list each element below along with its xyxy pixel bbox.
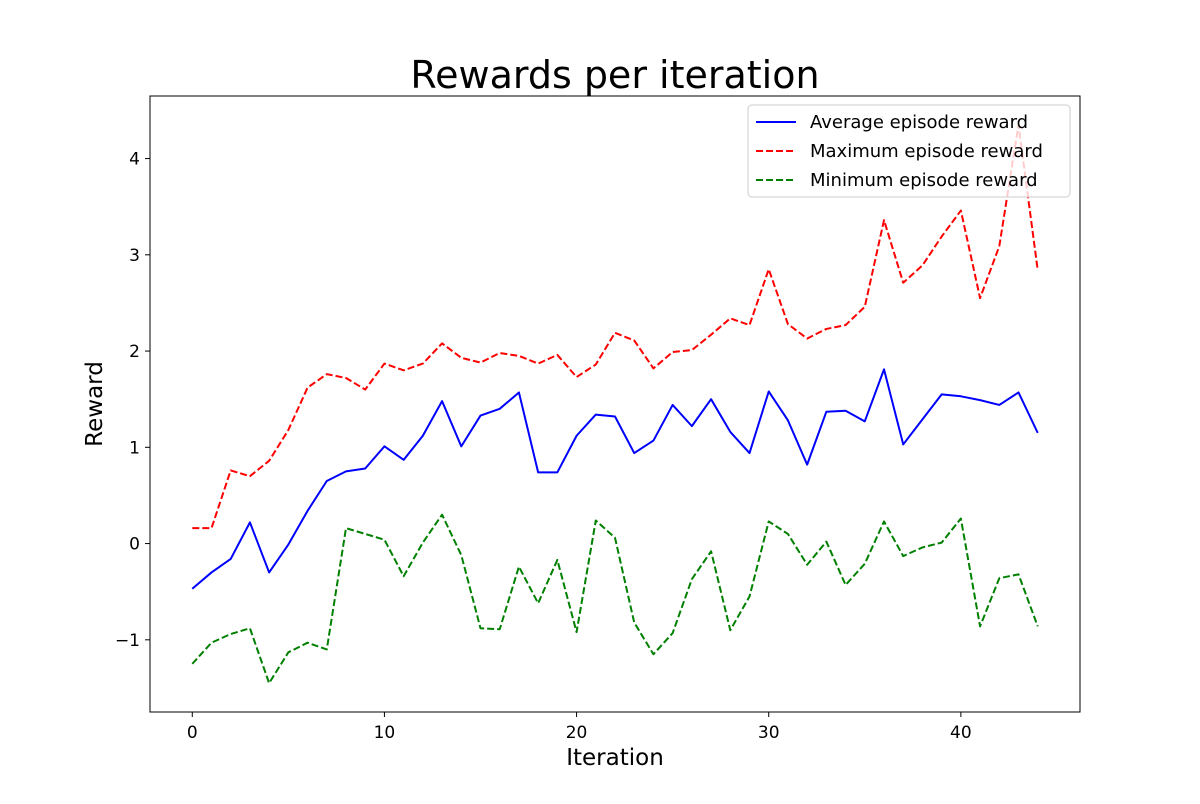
- y-axis-ticks: −1 0 1 2 3 4: [115, 150, 150, 651]
- x-tick-label: 10: [374, 723, 396, 743]
- legend-label-1: Average episode reward: [810, 112, 1028, 133]
- x-tick-label: 0: [187, 723, 198, 743]
- chart-title: Rewards per iteration: [410, 53, 819, 97]
- x-tick-label: 30: [758, 723, 780, 743]
- legend-items: Average episode reward Maximum episode re…: [756, 112, 1043, 191]
- x-axis-ticks: 0 10 20 30 40: [187, 712, 972, 743]
- series-line-1: [191, 368, 1039, 590]
- legend-label-3: Minimum episode reward: [810, 170, 1038, 191]
- y-tick-label: 1: [129, 438, 140, 458]
- legend-label-2: Maximum episode reward: [810, 141, 1043, 162]
- plot-frame: [149, 95, 1081, 713]
- y-axis-label: Reward: [82, 361, 108, 447]
- y-tick-label: 4: [129, 150, 140, 170]
- y-tick-label: 2: [129, 342, 140, 362]
- y-tick-label: −1: [115, 631, 140, 651]
- plot-lines: [191, 123, 1039, 685]
- x-tick-label: 20: [566, 723, 588, 743]
- series-line-3: [191, 513, 1039, 685]
- x-axis-label: Iteration: [566, 745, 664, 771]
- y-tick-label: 3: [129, 246, 140, 266]
- y-tick-label: 0: [129, 535, 140, 555]
- legend: Average episode reward Maximum episode re…: [747, 104, 1071, 198]
- x-tick-label: 40: [950, 723, 972, 743]
- series-line-2: [192, 123, 1039, 530]
- legend-box: [747, 104, 1071, 198]
